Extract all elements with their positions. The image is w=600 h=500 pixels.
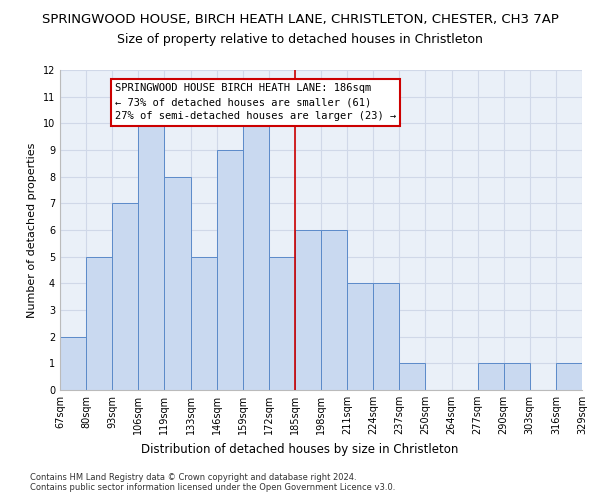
Bar — [478, 364, 504, 390]
Bar — [139, 124, 164, 390]
Text: Size of property relative to detached houses in Christleton: Size of property relative to detached ho… — [117, 32, 483, 46]
Bar — [347, 284, 373, 390]
Text: SPRINGWOOD HOUSE, BIRCH HEATH LANE, CHRISTLETON, CHESTER, CH3 7AP: SPRINGWOOD HOUSE, BIRCH HEATH LANE, CHRI… — [41, 12, 559, 26]
Bar — [86, 256, 112, 390]
Bar — [191, 256, 217, 390]
Bar — [217, 150, 243, 390]
Bar — [556, 364, 582, 390]
Bar — [269, 256, 295, 390]
Text: SPRINGWOOD HOUSE BIRCH HEATH LANE: 186sqm
← 73% of detached houses are smaller (: SPRINGWOOD HOUSE BIRCH HEATH LANE: 186sq… — [115, 84, 396, 122]
Bar — [112, 204, 139, 390]
Bar — [373, 284, 400, 390]
Bar — [295, 230, 321, 390]
Bar — [164, 176, 191, 390]
Bar — [60, 336, 86, 390]
Bar — [243, 124, 269, 390]
Text: Contains HM Land Registry data © Crown copyright and database right 2024.: Contains HM Land Registry data © Crown c… — [30, 472, 356, 482]
Text: Distribution of detached houses by size in Christleton: Distribution of detached houses by size … — [142, 442, 458, 456]
Y-axis label: Number of detached properties: Number of detached properties — [27, 142, 37, 318]
Bar — [504, 364, 530, 390]
Text: Contains public sector information licensed under the Open Government Licence v3: Contains public sector information licen… — [30, 484, 395, 492]
Bar — [321, 230, 347, 390]
Bar — [400, 364, 425, 390]
